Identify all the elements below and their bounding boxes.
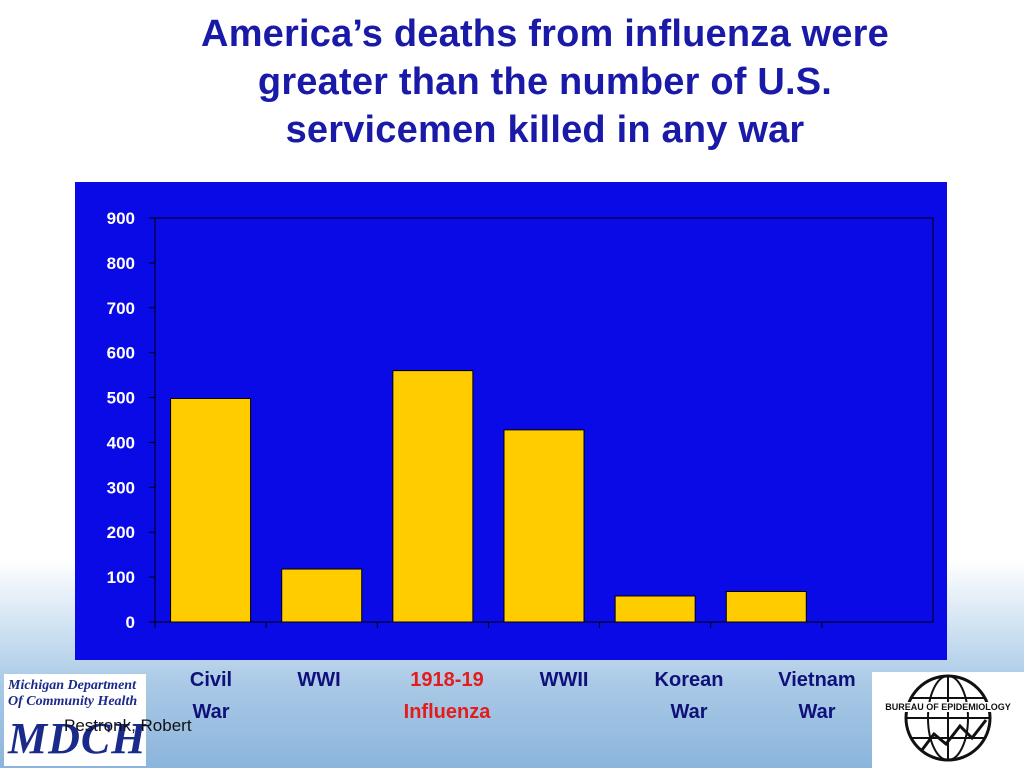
category-label-line: War xyxy=(192,701,230,723)
bar xyxy=(281,568,363,623)
category-label-korean-war: Korean War xyxy=(634,664,744,728)
category-label-line: Influenza xyxy=(403,701,491,723)
bar xyxy=(392,370,474,623)
bar xyxy=(614,595,696,623)
mdch-logo: Michigan Department Of Community Health … xyxy=(4,674,146,766)
title-line-3: servicemen killed in any war xyxy=(285,109,805,151)
category-label-influenza: 1918-19 Influenza xyxy=(392,664,502,728)
category-label-line: War xyxy=(798,701,836,723)
y-tick-label: 500 xyxy=(107,389,135,408)
logo-line-1: Michigan Department xyxy=(8,678,136,693)
y-tick-label: 600 xyxy=(107,344,135,363)
title-line-1: America’s deaths from influenza were xyxy=(201,13,889,55)
logo-mark: MDCH xyxy=(8,714,147,763)
category-label-line: 1918-19 xyxy=(410,669,484,691)
bar-chart: 0 100 200 300 400 500 600 700 800 900 xyxy=(107,209,934,632)
epidemiology-logo: BUREAU OF EPIDEMIOLOGY xyxy=(872,672,1024,768)
y-tick-label: 700 xyxy=(107,299,135,318)
y-tick-label: 300 xyxy=(107,478,135,497)
globe-icon xyxy=(904,674,992,762)
y-tick-label: 100 xyxy=(107,568,135,587)
y-tick-label: 400 xyxy=(107,433,135,452)
chart-area: 0 100 200 300 400 500 600 700 800 900 xyxy=(75,182,947,660)
bar xyxy=(725,590,807,623)
y-tick-label: 800 xyxy=(107,254,135,273)
logo-line-2: Of Community Health xyxy=(8,694,138,709)
category-label-wwi: WWI xyxy=(264,664,374,696)
category-label-line: Vietnam xyxy=(778,669,856,691)
y-tick-label: 200 xyxy=(107,523,135,542)
category-label-line: War xyxy=(670,701,708,723)
category-label-line: WWII xyxy=(539,669,589,691)
y-tick-label: 0 xyxy=(126,613,135,632)
bar xyxy=(503,429,585,623)
credit-text: Pestronk, Robert xyxy=(64,716,192,735)
category-label-line: Korean xyxy=(654,669,724,691)
category-label-civil-war: Civil War xyxy=(156,664,266,728)
y-tick-label: 900 xyxy=(107,209,135,228)
category-label-line: WWI xyxy=(297,669,341,691)
bar xyxy=(170,397,252,623)
category-label-vietnam-war: Vietnam War xyxy=(762,664,872,728)
logo-text: BUREAU OF EPIDEMIOLOGY xyxy=(876,702,1020,712)
category-label-wwii: WWII xyxy=(509,664,619,696)
category-label-line: Civil xyxy=(189,669,233,691)
title-line-2: greater than the number of U.S. xyxy=(257,61,833,103)
slide-title: America’s deaths from influenza were gre… xyxy=(110,10,980,154)
